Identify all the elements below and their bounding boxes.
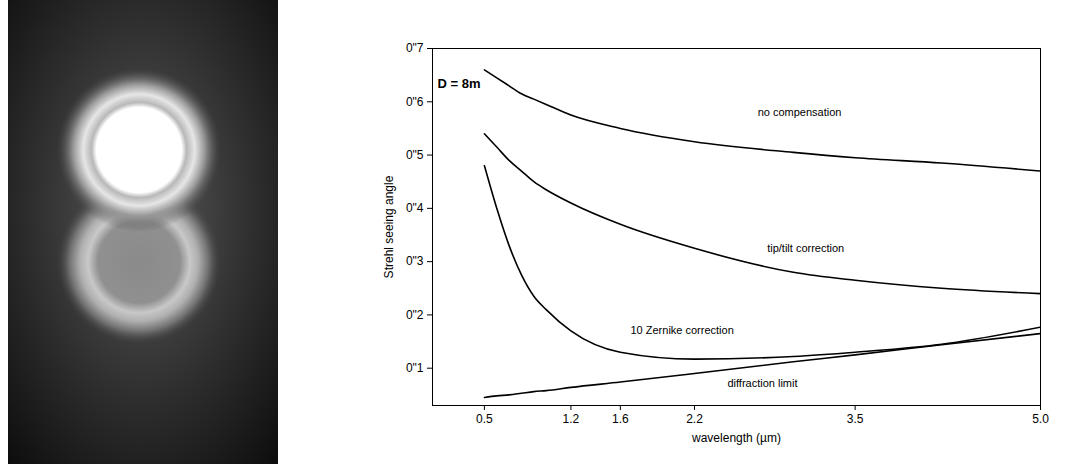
svg-text:0"3: 0"3 [406,254,424,268]
svg-text:0"4: 0"4 [406,201,424,215]
svg-text:Strehl seeing angle: Strehl seeing angle [382,175,396,278]
svg-text:3.5: 3.5 [847,412,864,426]
svg-text:0"5: 0"5 [406,148,424,162]
svg-text:0"1: 0"1 [406,361,424,375]
svg-text:diffraction limit: diffraction limit [727,377,797,389]
svg-text:1.6: 1.6 [612,412,629,426]
svg-text:1.2: 1.2 [563,412,580,426]
svg-text:10 Zernike correction: 10 Zernike correction [630,324,733,336]
svg-text:2.2: 2.2 [686,412,703,426]
svg-text:no compensation: no compensation [758,106,842,118]
svg-text:D = 8m: D = 8m [438,76,481,91]
svg-text:0"7: 0"7 [406,41,424,55]
svg-text:tip/tilt correction: tip/tilt correction [767,242,844,254]
svg-text:5.0: 5.0 [1032,412,1049,426]
svg-text:0"6: 0"6 [406,95,424,109]
svg-text:wavelength (µm): wavelength (µm) [691,431,781,445]
svg-text:0"2: 0"2 [406,308,424,322]
svg-text:0.5: 0.5 [476,412,493,426]
